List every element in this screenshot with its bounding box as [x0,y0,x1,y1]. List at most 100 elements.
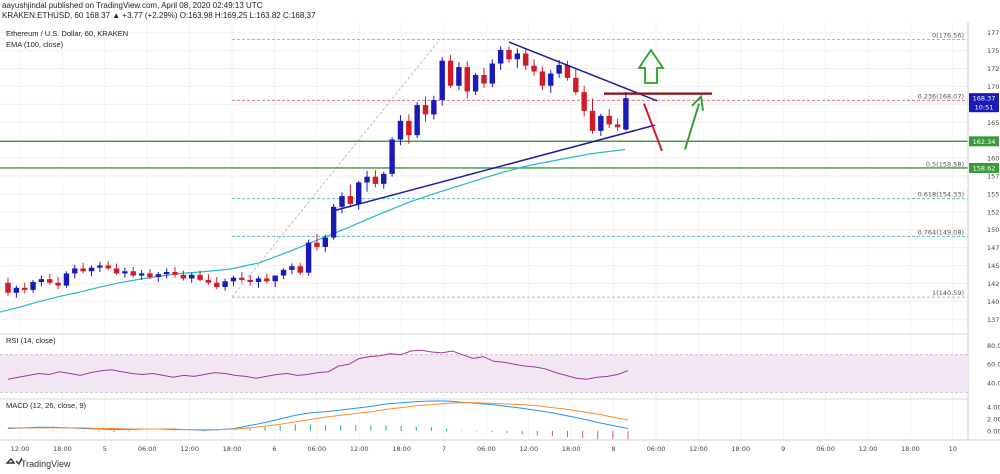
time-tick-label: 12:00 [180,445,199,453]
ema-line [0,148,626,313]
time-tick-label: 12:00 [11,445,30,453]
price-tag-label: 168.37 [973,95,996,103]
price-tick-label: 150.00 [987,226,1000,234]
fib-level-label: 0.5(158.58) [926,160,964,168]
candle-body [564,64,571,78]
candle-body [280,269,287,276]
price-tick-label: 177.50 [987,29,1000,37]
candle-body [13,287,20,293]
fib-level-label: 0.236(168.07) [918,92,964,100]
candle-body [305,242,312,273]
candle-body [481,75,487,84]
candle-body [548,73,554,86]
macd-tick-label: 0.00 [987,427,1000,435]
fib-level-label: 0(176.56) [932,31,964,39]
candle-body [22,287,28,290]
candle-body [539,71,546,86]
time-tick-label: 18:00 [731,445,750,453]
publisher-line: aayushjindal published on TradingView.co… [2,1,263,10]
candle-body [189,274,195,279]
macd-tick-label: 4.00 [987,403,1000,411]
candle-body [155,274,161,277]
candle-body [297,266,303,273]
candle-body [230,277,237,282]
time-tick-label: 12:00 [859,445,878,453]
candle-body [80,268,86,272]
tradingview-brand: TradingView [21,459,71,469]
candle-body [147,273,153,277]
candle-body [614,124,621,128]
time-tick-label: 06:00 [307,445,326,453]
candle-body [414,105,420,136]
time-tick-label: 9 [781,445,785,453]
rsi-band [0,354,968,393]
candle-body [556,64,562,74]
candle-body [63,273,70,286]
candle-body [130,271,136,276]
macd-legend: MACD (12, 26, close, 9) [6,401,87,410]
candle-body [472,75,479,92]
price-tick-label: 170.00 [987,83,1000,91]
candle-body [431,100,437,115]
rsi-tick-label: 40.00 [987,379,1000,387]
time-tick-label: 7 [442,445,446,453]
candle-body [381,173,387,184]
price-tag-label: 158.62 [973,164,996,172]
time-tick-label: 06:00 [477,445,496,453]
candle-body [289,266,295,270]
candle-body [464,67,470,92]
time-tick-label: 18:00 [392,445,411,453]
time-tick-label: 18:00 [562,445,581,453]
price-tag [969,162,999,173]
price-tag [969,136,999,147]
rsi-tick-label: 60.00 [987,361,1000,369]
macd-line [7,400,629,431]
candle-body [531,65,537,72]
candle-body [30,282,36,290]
price-tick-label: 152.50 [987,208,1000,216]
chart-legend-ema: EMA (100, close) [6,40,64,49]
candle-body [347,196,354,204]
price-tick-label: 160.00 [987,155,1000,163]
candle-body [105,265,111,269]
candle-body [389,139,395,174]
candle-body [205,279,212,283]
candle-body [122,271,128,274]
candle-body [163,271,170,275]
fib-level-label: 0.764(149.08) [918,228,964,236]
candle-body [456,67,462,86]
candle-body [72,268,78,274]
candle-body [38,279,45,283]
candle-body [47,279,53,283]
candle-body [255,278,262,283]
candle-body [523,53,529,66]
time-tick-label: 18:00 [53,445,72,453]
price-tick-label: 147.50 [987,244,1000,252]
macd-signal-line [8,402,629,431]
candle-body [322,237,328,247]
candle-body [214,282,220,288]
candle-body [272,275,278,282]
candle-body [5,282,11,293]
price-tick-label: 165.00 [987,119,1000,127]
macd-tick-label: 2.00 [987,415,1000,423]
candle-body [339,196,345,207]
candle-body [239,277,245,280]
candle-body [514,53,521,60]
candle-body [197,274,203,280]
time-tick-label: 10 [949,445,957,453]
price-tick-label: 145.00 [987,262,1000,270]
candle-body [138,273,145,276]
time-tick-label: 06:00 [647,445,666,453]
candle-body [573,77,579,93]
candle-body [113,268,120,274]
candle-body [356,182,362,204]
time-tick-label: 06:00 [138,445,157,453]
candle-body [55,282,61,286]
candle-body [623,98,629,130]
up-arrow-outline [637,48,665,84]
bullish-arrow-head [691,94,704,111]
time-tick-label: 06:00 [816,445,835,453]
candle-body [497,49,504,64]
